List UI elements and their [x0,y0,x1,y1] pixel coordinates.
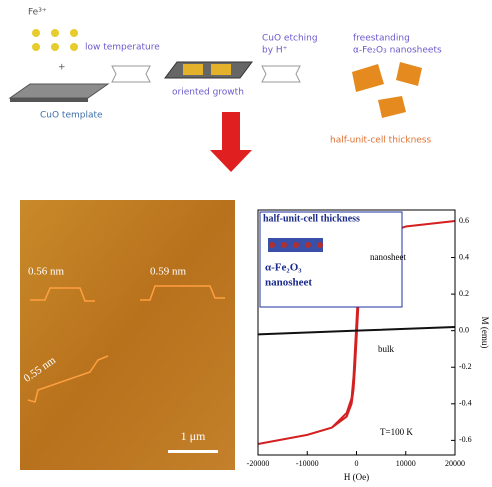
nanosheet [396,62,422,86]
arrow [112,66,150,82]
step-label: by H⁺ [262,46,288,56]
y-tick-label: -0.6 [459,435,472,444]
annotation: α-Fe₂O₃ [265,262,302,274]
step-label: CuO etching [262,34,318,44]
height-label: 0.59 nm [150,266,187,278]
x-tick-label: 20000 [445,459,465,468]
plus-sign: + [58,63,66,73]
annotation: bulk [378,344,395,354]
thickness-label: half-unit-cell thickness [330,136,431,146]
product-label: α-Fe₂O₃ nanosheets [353,46,442,56]
product-label: freestanding [353,34,410,44]
step-label: low temperature [85,43,160,53]
inset-lattice [268,238,323,252]
growth-plate [165,62,252,78]
annotation: nanosheet [370,252,406,262]
annotation: half-unit-cell thickness [263,213,360,224]
y-tick-label: 0.4 [459,252,469,261]
x-tick-label: -20000 [247,459,270,468]
y-tick-label: -0.4 [459,399,472,408]
y-tick-label: -0.2 [459,362,472,371]
step-label: oriented growth [172,88,244,98]
figure: Fe³⁺ low temperature + CuO template orie… [0,0,492,487]
ion-label: Fe³⁺ [28,8,47,18]
annotation: T=100 K [380,427,413,437]
y-tick-label: 0.2 [459,289,469,298]
template-edge [10,98,88,102]
x-tick-label: 0 [355,459,359,468]
height-label: 0.56 nm [28,266,65,278]
x-tick-label: -10000 [296,459,319,468]
nanosheet [211,64,231,75]
ion-dots [32,29,78,51]
scale-label: 1 μm [181,429,206,443]
nanosheet [183,64,203,75]
template-plate [10,84,108,98]
y-tick-label: 0.6 [459,216,469,225]
x-tick-label: 10000 [396,459,416,468]
scale-bar [168,450,218,453]
y-axis-label: M (emu) [480,317,490,349]
arrow [262,66,300,82]
down-arrow [210,112,252,172]
y-tick-label: 0.0 [459,325,469,334]
annotation: nanosheet [265,277,312,289]
page: {"schematic": {"ion": "Fe³⁺", "plus": "+… [0,0,492,487]
nanosheet [378,96,406,118]
nanosheet [352,64,384,92]
template-label: CuO template [40,111,103,121]
x-axis-label: H (Oe) [344,472,369,482]
